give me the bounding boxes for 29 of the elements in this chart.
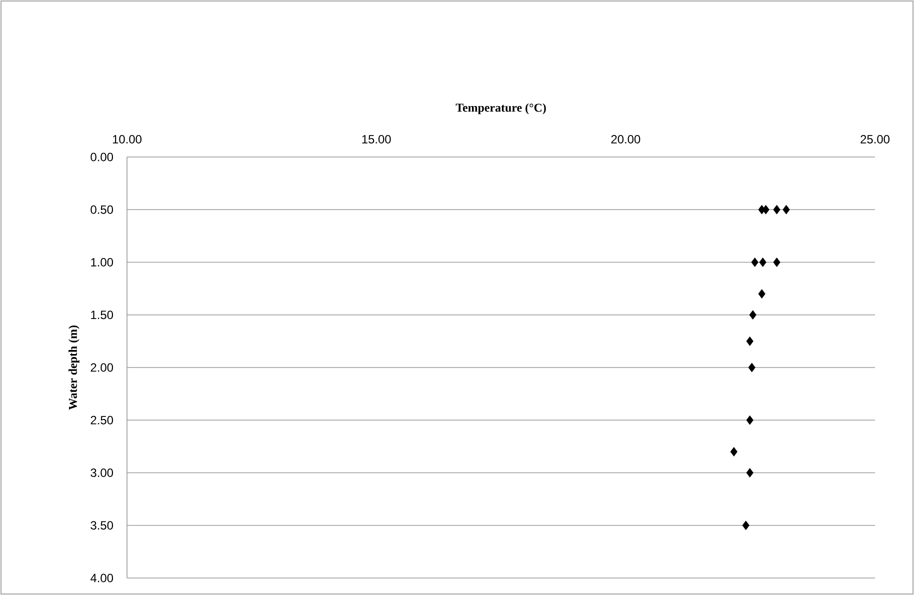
point	[746, 415, 754, 425]
x-axis-title: Temperature (°C)	[456, 103, 546, 114]
y-tick-label: 3.50	[90, 521, 114, 530]
point	[746, 468, 754, 478]
y-axis-title: Water depth (m)	[68, 326, 80, 410]
y-tick-label: 1.50	[91, 310, 114, 320]
point	[748, 362, 756, 372]
point	[746, 336, 754, 346]
y-tick-label: 2.50	[90, 416, 114, 424]
point	[762, 204, 770, 214]
x-tick-label: 10.00	[112, 135, 142, 144]
point	[730, 447, 738, 456]
y-tick-label: 0.50	[90, 205, 114, 214]
y-tick-label: 3.00	[90, 468, 114, 477]
point	[773, 258, 780, 267]
x-tick-label: 25.00	[860, 135, 890, 144]
point	[742, 520, 750, 530]
point	[759, 258, 766, 267]
y-tick-label: 0.00	[90, 152, 114, 162]
point	[758, 289, 766, 299]
point	[782, 204, 790, 214]
y-tick-label: 1.00	[91, 258, 114, 266]
y-tick-label: 2.00	[90, 363, 114, 372]
point	[773, 204, 780, 214]
y-tick-label: 4.00	[90, 574, 114, 582]
point	[751, 258, 758, 267]
x-tick-label: 20.00	[611, 135, 640, 144]
x-tick-label: 15.00	[362, 135, 391, 144]
point	[749, 310, 756, 320]
